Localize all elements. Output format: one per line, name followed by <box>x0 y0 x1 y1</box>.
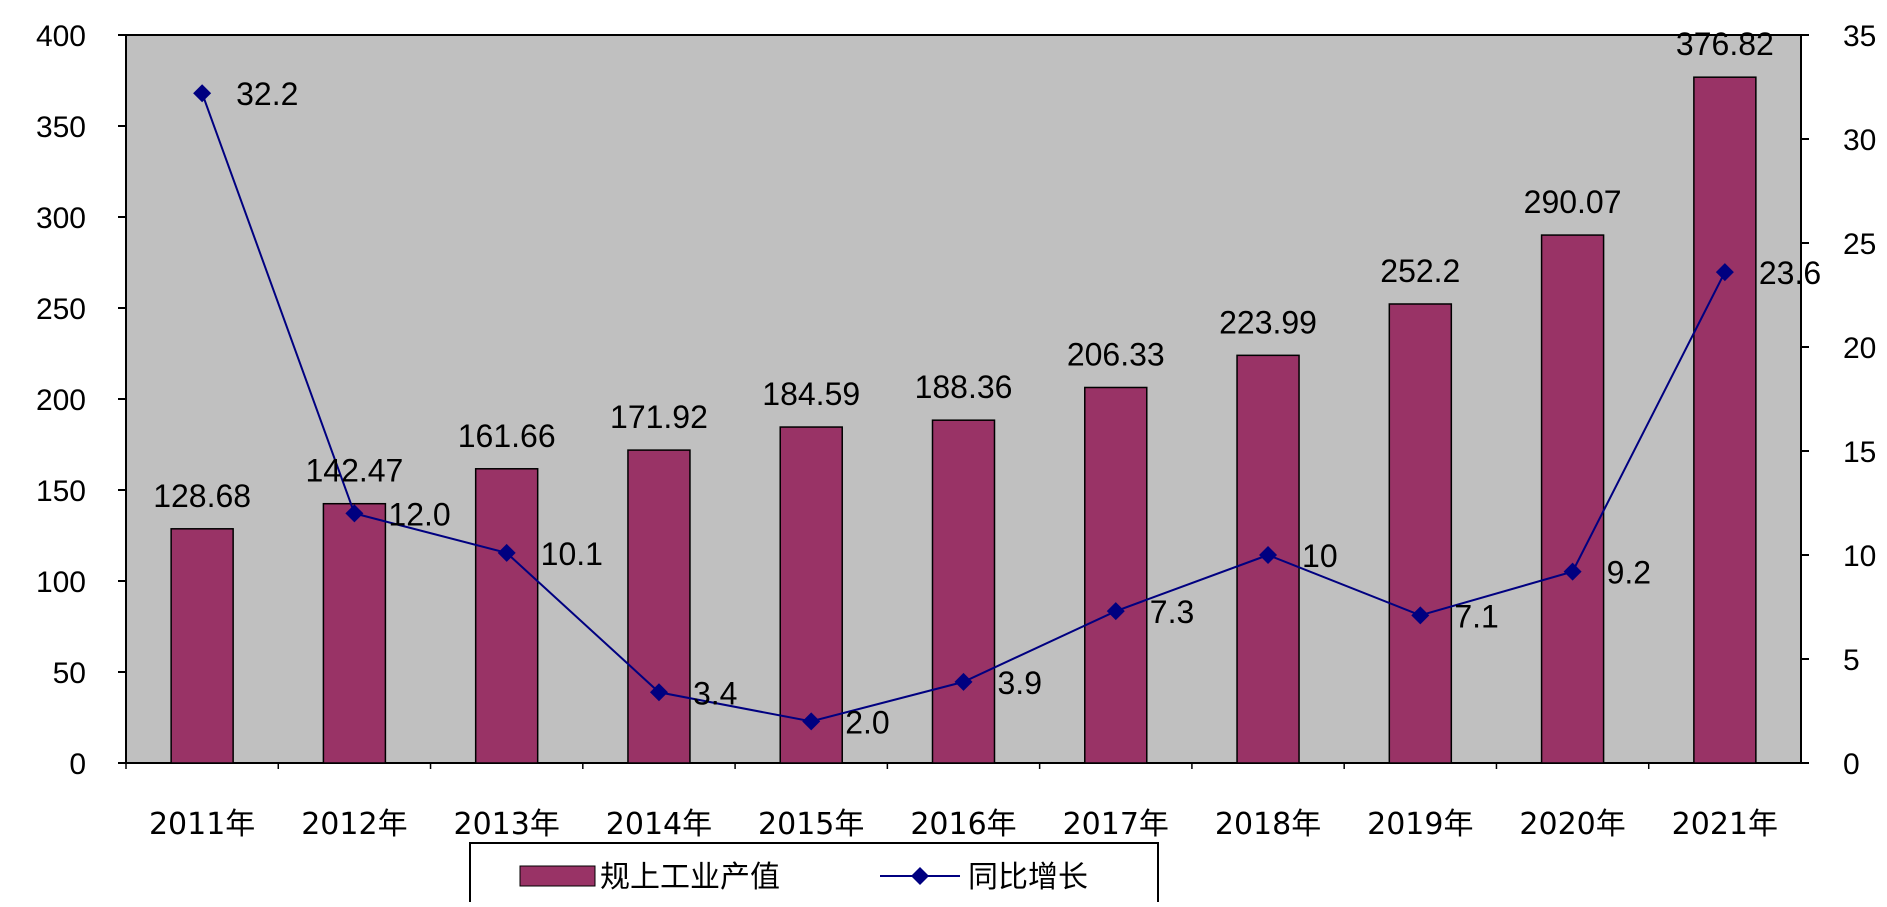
growth-value-label: 9.2 <box>1607 555 1651 591</box>
right-tick-label: 25 <box>1843 228 1876 261</box>
bar-value-label: 128.68 <box>153 478 251 514</box>
x-tick-label: 2017年 <box>1063 807 1169 842</box>
left-tick-label: 100 <box>36 566 86 599</box>
legend: 规上工业产值 同比增长 <box>469 842 1159 907</box>
bar-value-label: 376.82 <box>1676 26 1774 62</box>
bar-value-label: 188.36 <box>915 369 1013 405</box>
x-tick-label: 2021年 <box>1672 807 1778 842</box>
growth-value-label: 7.1 <box>1454 598 1498 634</box>
right-tick-label: 30 <box>1843 124 1876 157</box>
growth-value-label: 3.4 <box>693 675 737 711</box>
bar-value-label: 142.47 <box>305 453 403 489</box>
growth-marker <box>1563 562 1582 581</box>
right-y-axis: 0 5 10 15 20 25 30 35 <box>1800 20 1876 781</box>
growth-value-label: 10 <box>1302 538 1338 574</box>
right-tick-label: 5 <box>1843 644 1860 677</box>
bar <box>627 449 691 764</box>
growth-marker <box>497 543 516 562</box>
legend-line-marker <box>911 867 929 885</box>
left-tick-label: 250 <box>36 293 86 326</box>
left-tick-label: 0 <box>69 748 86 781</box>
bar-value-label: 206.33 <box>1067 336 1165 372</box>
bar-value-label: 161.66 <box>458 418 556 454</box>
legend-bar-label: 规上工业产值 <box>600 860 780 895</box>
right-tick-label: 20 <box>1843 332 1876 365</box>
bar-value-label: 184.59 <box>762 376 860 412</box>
left-y-axis: 0 50 100 150 200 250 300 350 400 <box>36 20 127 781</box>
growth-value-label: 23.6 <box>1759 255 1821 291</box>
growth-value-label: 12.0 <box>388 496 450 532</box>
x-axis: 2011年 2012年 2013年 2014年 2015年 2016年 2017年 2018年… <box>125 763 1778 842</box>
growth-marker <box>1259 546 1278 564</box>
bar-value-label: 171.92 <box>610 399 708 435</box>
x-tick-label: 2016年 <box>910 807 1016 842</box>
bar-value-label: 223.99 <box>1219 304 1317 340</box>
growth-marker <box>345 504 364 523</box>
bar <box>170 528 234 764</box>
bar <box>1540 234 1605 764</box>
bar <box>322 502 387 764</box>
growth-value-label: 32.2 <box>236 76 298 112</box>
left-tick-label: 200 <box>36 384 86 417</box>
right-tick-label: 35 <box>1843 20 1876 53</box>
growth-marker <box>802 712 821 731</box>
bar <box>1084 386 1148 764</box>
bar <box>931 419 996 764</box>
left-tick-label: 400 <box>36 20 86 53</box>
growth-marker <box>1106 602 1125 621</box>
growth-value-label: 7.3 <box>1150 594 1194 630</box>
growth-value-label: 3.9 <box>998 665 1042 701</box>
bar-value-label: 290.07 <box>1524 184 1622 220</box>
left-tick-label: 50 <box>53 657 86 690</box>
x-tick-label: 2019年 <box>1367 807 1473 842</box>
left-tick-label: 150 <box>36 475 86 508</box>
bar-series <box>170 76 1757 764</box>
right-tick-label: 15 <box>1843 436 1876 469</box>
growth-marker <box>1715 263 1734 282</box>
x-tick-label: 2015年 <box>758 807 864 842</box>
line-series <box>193 84 1734 731</box>
bar <box>779 426 843 764</box>
left-tick-label: 300 <box>36 202 86 235</box>
x-tick-label: 2012年 <box>301 807 407 842</box>
growth-marker <box>193 84 212 103</box>
growth-value-label: 10.1 <box>541 536 603 572</box>
legend-bar-swatch <box>519 865 596 887</box>
right-tick-label: 0 <box>1843 748 1860 781</box>
x-tick-label: 2011年 <box>149 807 255 842</box>
growth-marker <box>649 683 668 702</box>
bar <box>474 468 539 764</box>
x-tick-label: 2013年 <box>454 807 560 842</box>
bar <box>1388 303 1453 764</box>
bar <box>1693 76 1757 764</box>
growth-marker <box>1411 606 1430 625</box>
data-labels: 128.68 142.47 161.66 171.92 184.59 188.36 206.… <box>153 26 1821 740</box>
x-tick-label: 2020年 <box>1519 807 1625 842</box>
legend-line-label: 同比增长 <box>968 860 1088 895</box>
growth-marker <box>954 672 973 691</box>
growth-value-label: 2.0 <box>845 704 889 740</box>
bar-value-label: 252.2 <box>1380 253 1460 289</box>
right-tick-label: 10 <box>1843 540 1876 573</box>
left-tick-label: 350 <box>36 111 86 144</box>
x-tick-label: 2018年 <box>1215 807 1321 842</box>
x-tick-label: 2014年 <box>606 807 712 842</box>
